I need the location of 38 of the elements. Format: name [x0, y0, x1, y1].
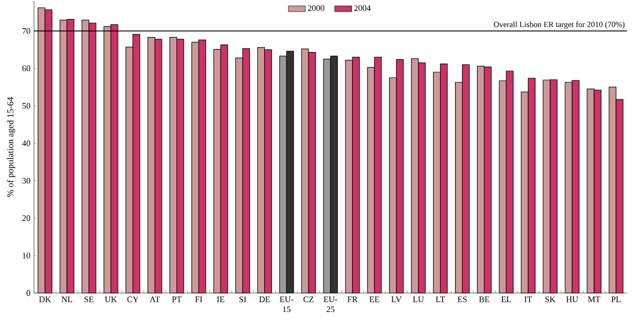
x-tick-label: ES: [458, 296, 467, 302]
legend-label: 2000: [308, 5, 324, 11]
y-axis-title: % of population aged 15-64: [6, 97, 16, 197]
x-tick-label: IT: [524, 296, 532, 302]
x-tick-label: SK: [545, 296, 556, 302]
y-tick-label: 60: [22, 66, 30, 72]
x-tick-label: LU: [412, 296, 424, 302]
y-tick-label: 40: [22, 140, 30, 146]
x-tick-label: LT: [436, 296, 445, 302]
x-tick-label: SI: [239, 296, 246, 302]
x-tick-label: CZ: [303, 296, 314, 302]
x-tick-label: EU-25: [324, 296, 338, 312]
x-tick-label: EE: [370, 296, 380, 302]
y-tick-label: 70: [22, 28, 30, 34]
x-tick-label: PT: [172, 296, 182, 302]
x-tick-label: PL: [611, 296, 620, 302]
x-tick-label: NL: [62, 296, 72, 302]
y-tick-label: 20: [22, 215, 30, 221]
x-tick-label: DK: [39, 296, 52, 302]
x-tick-label: CY: [127, 296, 139, 302]
x-tick-label: FR: [348, 296, 358, 302]
x-tick-label: HU: [566, 296, 578, 302]
x-tick-label: IE: [217, 296, 224, 302]
y-tick-label: 0: [26, 290, 30, 296]
x-tick-label: EU-15: [280, 296, 294, 312]
x-tick-label: AT: [150, 296, 160, 302]
x-tick-label: SE: [84, 296, 94, 302]
legend-label: 2004: [354, 5, 371, 11]
x-tick-label: UK: [104, 296, 117, 302]
y-tick-label: 30: [22, 178, 30, 184]
x-tick-label: FI: [195, 296, 202, 302]
x-tick-label: BE: [479, 296, 490, 302]
x-tick-label: LV: [391, 296, 402, 302]
y-tick-label: 10: [22, 252, 30, 258]
x-tick-label: EL: [501, 296, 511, 302]
x-tick-label: MT: [588, 296, 600, 302]
x-tick-label: DE: [259, 296, 270, 302]
y-tick-label: 50: [22, 102, 30, 109]
